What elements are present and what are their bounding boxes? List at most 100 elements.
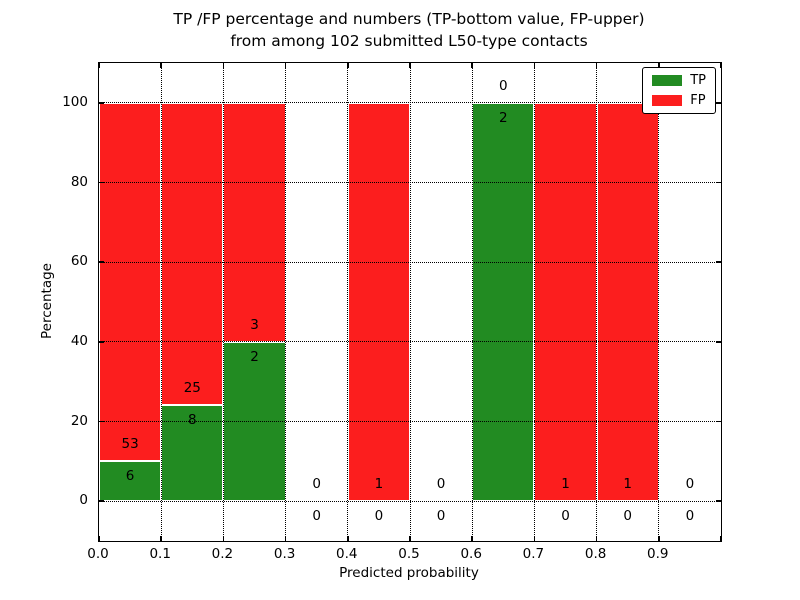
legend-entry-fp: FP	[652, 94, 706, 107]
bar-label-fp: 0	[685, 476, 695, 493]
bar-label-tp: 0	[436, 508, 446, 525]
v-gridline	[533, 63, 535, 541]
x-tick-mark	[160, 536, 162, 541]
y-tick-label: 20	[70, 412, 88, 429]
y-tick-mark-right	[716, 500, 721, 502]
bar-label-fp: 1	[623, 476, 632, 493]
v-gridline	[658, 63, 660, 541]
bar-label-fp: 0	[499, 77, 508, 94]
y-tick-mark	[99, 341, 104, 343]
x-tick-mark	[471, 536, 473, 541]
bar-label-fp: 0	[312, 476, 321, 493]
y-tick-label: 40	[70, 332, 88, 349]
chart-title: TP /FP percentage and numbers (TP-bottom…	[98, 9, 720, 52]
y-tick-label: 60	[70, 253, 88, 270]
legend-entry-tp: TP	[652, 74, 706, 87]
bar-fp-segment	[534, 102, 597, 502]
bar-tp-segment	[472, 102, 535, 502]
x-tick-label: 0.2	[211, 546, 234, 562]
v-gridline	[347, 63, 349, 541]
bar-label-fp: 0	[436, 476, 446, 493]
bar-label-tp: 2	[250, 348, 259, 365]
x-tick-label: 0.0	[87, 546, 109, 562]
x-tick-mark-top	[98, 63, 100, 68]
v-gridline	[160, 63, 162, 541]
y-tick-mark	[99, 181, 104, 184]
tp-swatch-icon	[652, 75, 683, 86]
x-tick-mark	[98, 536, 100, 541]
bar-label-tp: 0	[623, 508, 632, 525]
bar-label-fp: 1	[374, 476, 384, 493]
bar-label-fp: 1	[561, 476, 570, 493]
bar-label-tp: 8	[188, 411, 197, 428]
legend-label: TP	[690, 73, 706, 88]
x-tick-label: 0.8	[584, 546, 607, 562]
bar-label-tp: 0	[312, 508, 321, 525]
x-tick-label: 0.7	[522, 546, 545, 562]
x-tick-mark-top	[284, 63, 287, 68]
y-tick-label: 100	[62, 93, 88, 110]
y-tick-mark-right	[716, 420, 721, 423]
bar-fp-segment	[347, 102, 410, 502]
y-tick-mark	[99, 261, 104, 263]
v-gridline	[409, 63, 411, 541]
x-tick-mark	[658, 536, 660, 541]
x-tick-mark-top	[409, 63, 411, 68]
x-tick-label: 0.3	[273, 546, 296, 562]
plot-area: 53 6 25 8 3 2 0 0 1 0 0 0 0 2 1 0 1 0 0 0	[98, 62, 722, 542]
y-tick-mark-right	[716, 261, 721, 263]
y-tick-label: 80	[70, 173, 88, 190]
x-tick-mark	[222, 536, 225, 541]
v-gridline	[471, 63, 473, 541]
y-tick-mark-right	[716, 102, 721, 104]
y-tick-mark	[99, 500, 104, 502]
x-tick-mark	[595, 536, 598, 541]
y-tick-mark	[99, 102, 104, 104]
bar-fp-segment	[161, 102, 224, 405]
x-tick-mark	[720, 536, 722, 541]
x-tick-label: 0.9	[647, 546, 669, 562]
x-tick-label: 0.4	[336, 546, 358, 562]
x-tick-mark	[347, 536, 349, 541]
v-gridline	[285, 63, 287, 541]
x-tick-label: 0.5	[398, 546, 420, 562]
x-tick-mark-top	[720, 63, 722, 68]
x-tick-mark-top	[347, 63, 349, 68]
x-tick-mark-top	[222, 63, 225, 68]
bar-label-tp: 6	[125, 467, 135, 484]
y-tick-mark	[99, 420, 104, 423]
y-tick-mark-right	[716, 181, 721, 184]
bar-label-fp: 25	[183, 379, 201, 396]
bar-fp-segment	[99, 102, 162, 461]
y-axis-label: Percentage	[39, 263, 55, 339]
x-tick-label: 0.6	[460, 546, 482, 562]
x-axis-label: Predicted probability	[339, 565, 479, 581]
bar-label-tp: 0	[561, 508, 570, 525]
x-tick-mark-top	[160, 63, 162, 68]
v-gridline	[596, 63, 598, 541]
x-tick-mark	[409, 536, 411, 541]
chart-title-line1: TP /FP percentage and numbers (TP-bottom…	[173, 10, 645, 28]
x-tick-mark-top	[471, 63, 473, 68]
y-tick-label: 0	[79, 492, 88, 509]
bar-label-tp: 2	[499, 109, 508, 126]
x-tick-mark	[284, 536, 287, 541]
chart-title-line2: from among 102 submitted L50-type contac…	[230, 31, 588, 50]
bar-fp-segment	[223, 102, 286, 342]
legend: TP FP	[642, 67, 716, 114]
bar-label-fp: 3	[250, 316, 259, 333]
bar-label-tp: 0	[374, 508, 384, 525]
legend-label: FP	[690, 93, 706, 108]
bar-fp-segment	[596, 102, 659, 502]
x-tick-mark-top	[533, 63, 536, 68]
x-tick-mark-top	[595, 63, 598, 68]
y-tick-mark-right	[716, 341, 721, 343]
bar-label-tp: 0	[685, 508, 695, 525]
x-tick-mark-top	[658, 63, 660, 68]
x-tick-mark	[533, 536, 536, 541]
bar-tp-segment	[99, 460, 162, 502]
fp-swatch-icon	[652, 95, 683, 106]
bar-label-fp: 53	[121, 435, 139, 452]
v-gridline	[222, 63, 224, 541]
